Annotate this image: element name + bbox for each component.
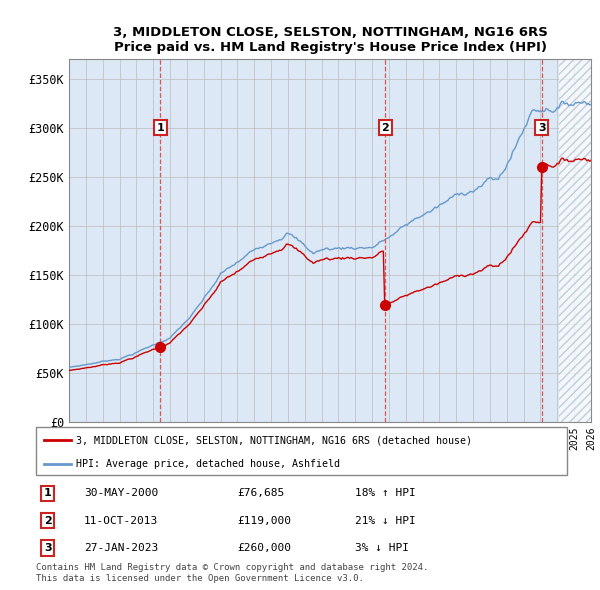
Text: 1: 1 <box>157 123 164 133</box>
Text: 11-OCT-2013: 11-OCT-2013 <box>84 516 158 526</box>
Bar <box>559 59 591 422</box>
Text: £76,685: £76,685 <box>238 489 285 499</box>
Text: 2: 2 <box>44 516 52 526</box>
Text: 27-JAN-2023: 27-JAN-2023 <box>84 543 158 553</box>
Text: 3: 3 <box>44 543 52 553</box>
Text: £119,000: £119,000 <box>238 516 292 526</box>
Text: 3% ↓ HPI: 3% ↓ HPI <box>355 543 409 553</box>
Title: 3, MIDDLETON CLOSE, SELSTON, NOTTINGHAM, NG16 6RS
Price paid vs. HM Land Registr: 3, MIDDLETON CLOSE, SELSTON, NOTTINGHAM,… <box>113 26 547 54</box>
Text: 3: 3 <box>538 123 545 133</box>
Bar <box>559 59 591 422</box>
Text: 1: 1 <box>44 489 52 499</box>
Text: HPI: Average price, detached house, Ashfield: HPI: Average price, detached house, Ashf… <box>76 459 340 469</box>
Text: £260,000: £260,000 <box>238 543 292 553</box>
Text: 18% ↑ HPI: 18% ↑ HPI <box>355 489 415 499</box>
Text: 3, MIDDLETON CLOSE, SELSTON, NOTTINGHAM, NG16 6RS (detached house): 3, MIDDLETON CLOSE, SELSTON, NOTTINGHAM,… <box>76 435 472 445</box>
Text: 21% ↓ HPI: 21% ↓ HPI <box>355 516 415 526</box>
Text: 2: 2 <box>382 123 389 133</box>
Text: Contains HM Land Registry data © Crown copyright and database right 2024.
This d: Contains HM Land Registry data © Crown c… <box>36 563 428 583</box>
FancyBboxPatch shape <box>36 427 567 475</box>
Text: 30-MAY-2000: 30-MAY-2000 <box>84 489 158 499</box>
